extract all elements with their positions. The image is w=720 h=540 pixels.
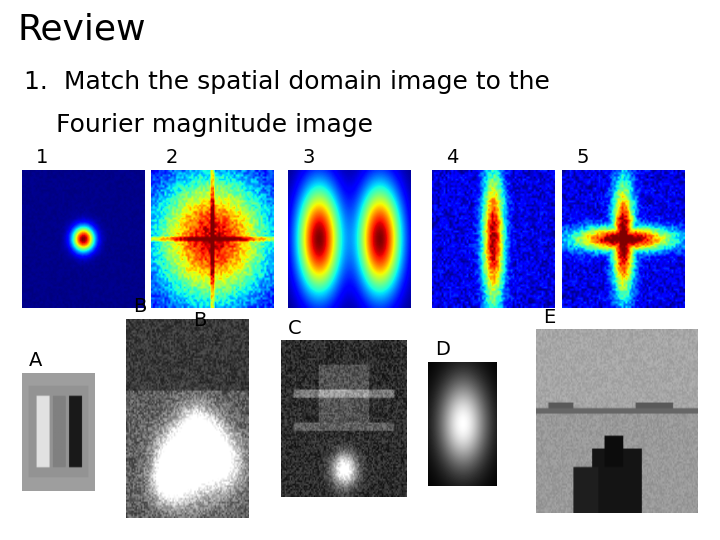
Text: 1: 1 [36,148,48,167]
Text: Fourier magnitude image: Fourier magnitude image [24,113,374,137]
Text: 5: 5 [576,148,588,167]
Text: A: A [29,351,42,370]
Text: E: E [544,308,556,327]
Text: C: C [288,319,302,338]
Text: D: D [436,340,451,359]
Text: B: B [194,312,207,330]
Text: 4: 4 [446,148,459,167]
Text: 2: 2 [166,148,178,167]
Text: B: B [133,297,147,316]
Text: 1.  Match the spatial domain image to the: 1. Match the spatial domain image to the [24,70,550,94]
Text: 3: 3 [302,148,315,167]
Text: Review: Review [17,13,145,46]
